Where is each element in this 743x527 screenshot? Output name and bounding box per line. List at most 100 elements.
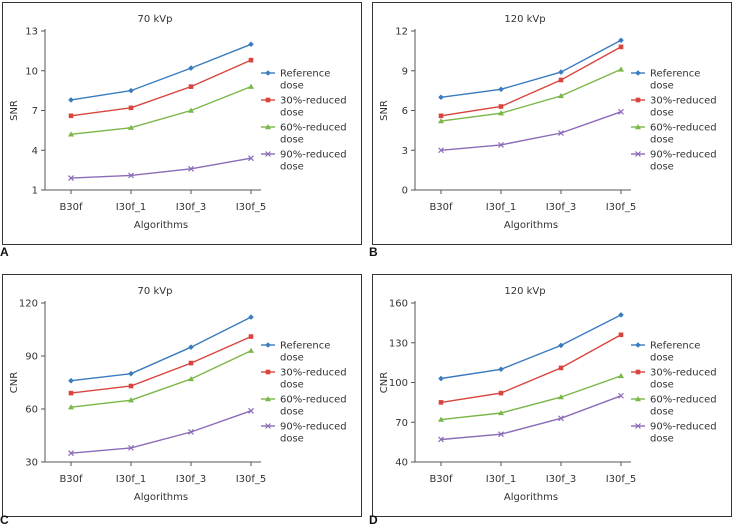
series-line-90-reduced bbox=[440, 111, 622, 151]
x-tick-label: B30f bbox=[59, 474, 83, 485]
data-point-reference bbox=[68, 97, 74, 103]
panel-label-a: A bbox=[0, 245, 9, 259]
panel-label-d: D bbox=[369, 513, 378, 527]
legend-marker-30-reduced bbox=[265, 369, 271, 375]
x-axis-label: Algorithms bbox=[134, 220, 188, 231]
legend-label-line: dose bbox=[280, 407, 304, 418]
data-point-60-reduced bbox=[558, 92, 564, 99]
x-tick-label: B30f bbox=[429, 202, 453, 213]
series-line-30-reduced bbox=[440, 46, 622, 117]
y-tick-label: 13 bbox=[25, 27, 38, 38]
y-tick-label: 4 bbox=[32, 146, 38, 157]
data-point-90-reduced bbox=[68, 450, 74, 457]
y-tick-label: 0 bbox=[402, 186, 408, 197]
legend-label-line: 90%-reduced bbox=[650, 150, 717, 161]
data-point-30-reduced bbox=[188, 84, 194, 89]
data-point-30-reduced bbox=[68, 113, 74, 119]
legend-label-reference: Reference dose bbox=[650, 341, 700, 364]
legend-label-90-reduced: 90%-reduced dose bbox=[650, 422, 717, 445]
legend-label-line: dose bbox=[650, 108, 674, 119]
series-line-30-reduced bbox=[70, 59, 252, 117]
legend-label-reference: Reference dose bbox=[280, 341, 330, 364]
data-point-60-reduced bbox=[618, 66, 624, 72]
x-tick-label: I30f_1 bbox=[486, 202, 517, 213]
chart-title: 70 kVp bbox=[138, 14, 173, 25]
legend-label-line: dose bbox=[280, 353, 304, 364]
data-point-90-reduced bbox=[248, 407, 254, 414]
data-point-30-reduced bbox=[558, 365, 564, 371]
x-tick-label: I30f_3 bbox=[546, 474, 577, 485]
x-axis-label: Algorithms bbox=[504, 220, 558, 231]
data-point-reference bbox=[618, 37, 624, 44]
x-tick-label: I30f_1 bbox=[116, 202, 147, 213]
legend-marker-60-reduced bbox=[635, 396, 641, 402]
data-point-reference bbox=[128, 87, 134, 94]
series-line-90-reduced bbox=[440, 395, 622, 441]
data-point-reference bbox=[558, 342, 564, 349]
legend-label-line: Reference bbox=[280, 341, 330, 352]
legend-label-line: Reference bbox=[650, 341, 700, 352]
data-point-reference bbox=[128, 370, 134, 377]
series-line-30-reduced bbox=[70, 335, 252, 394]
series-line-reference bbox=[440, 314, 622, 380]
data-point-60-reduced bbox=[438, 118, 444, 124]
data-point-30-reduced bbox=[128, 383, 134, 389]
panel-label-b: B bbox=[369, 245, 378, 259]
series-line-reference bbox=[70, 316, 252, 382]
data-point-reference bbox=[438, 94, 444, 101]
chart-panel-a: 70 kVp 1 4 7 10 13 B30f I30f_1 I30f_3 I30f_5 Algor… bbox=[2, 2, 362, 245]
y-axis-label: CNR bbox=[379, 372, 390, 393]
chart-svg-a: 70 kVp 1 4 7 10 13 B30f I30f_1 I30f_3 I30f_5 Algor… bbox=[9, 14, 347, 231]
data-point-reference bbox=[188, 65, 194, 71]
y-tick-label: 160 bbox=[389, 299, 408, 310]
data-point-90-reduced bbox=[438, 147, 444, 154]
data-point-60-reduced bbox=[188, 107, 194, 113]
series-line-90-reduced bbox=[70, 410, 252, 454]
x-tick-label: I30f_1 bbox=[486, 474, 517, 485]
data-point-30-reduced bbox=[128, 105, 134, 111]
data-point-90-reduced bbox=[188, 429, 194, 435]
data-point-60-reduced bbox=[438, 416, 444, 422]
y-tick-label: 10 bbox=[25, 66, 38, 77]
legend-label-line: dose bbox=[650, 353, 674, 364]
legend-label-line: 90%-reduced bbox=[280, 150, 347, 161]
y-tick-label: 1 bbox=[32, 186, 38, 197]
y-tick-label: 60 bbox=[25, 405, 38, 416]
legend-label-60-reduced: 60%-reduced dose bbox=[280, 395, 347, 418]
legend-label-line: dose bbox=[280, 162, 304, 173]
legend-label-line: 30%-reduced bbox=[280, 96, 347, 107]
data-point-60-reduced bbox=[498, 409, 504, 416]
data-point-reference bbox=[498, 86, 504, 93]
data-point-30-reduced bbox=[558, 77, 564, 83]
y-axis-label: CNR bbox=[9, 372, 20, 393]
x-tick-label: I30f_5 bbox=[606, 202, 637, 213]
panel-label-c: C bbox=[0, 513, 9, 527]
data-point-90-reduced bbox=[248, 155, 254, 162]
legend-label-90-reduced: 90%-reduced dose bbox=[280, 150, 347, 173]
legend-label-30-reduced: 30%-reduced dose bbox=[650, 368, 717, 391]
data-point-60-reduced bbox=[558, 394, 564, 400]
legend-label-line: 60%-reduced bbox=[280, 123, 347, 134]
data-point-30-reduced bbox=[618, 332, 624, 338]
data-point-reference bbox=[558, 69, 564, 75]
series-line-60-reduced bbox=[440, 68, 622, 122]
x-axis-label: Algorithms bbox=[134, 492, 188, 503]
data-point-60-reduced bbox=[248, 347, 254, 353]
data-point-90-reduced bbox=[128, 172, 134, 179]
series-line-reference bbox=[70, 43, 252, 101]
legend-label-line: dose bbox=[650, 434, 674, 445]
legend-label-line: dose bbox=[650, 380, 674, 391]
series-line-60-reduced bbox=[440, 375, 622, 421]
y-tick-label: 30 bbox=[25, 458, 38, 469]
x-tick-label: I30f_3 bbox=[176, 474, 207, 485]
legend-label-line: 60%-reduced bbox=[650, 123, 717, 134]
legend-label-line: 90%-reduced bbox=[650, 422, 717, 433]
data-point-90-reduced bbox=[558, 415, 564, 422]
legend-marker-90-reduced bbox=[265, 151, 271, 157]
data-point-90-reduced bbox=[558, 130, 564, 136]
legend-label-90-reduced: 90%-reduced dose bbox=[650, 150, 717, 173]
data-point-30-reduced bbox=[498, 104, 504, 109]
y-tick-label: 130 bbox=[389, 338, 408, 349]
legend-label-line: 30%-reduced bbox=[650, 368, 717, 379]
legend-label-90-reduced: 90%-reduced dose bbox=[280, 422, 347, 445]
